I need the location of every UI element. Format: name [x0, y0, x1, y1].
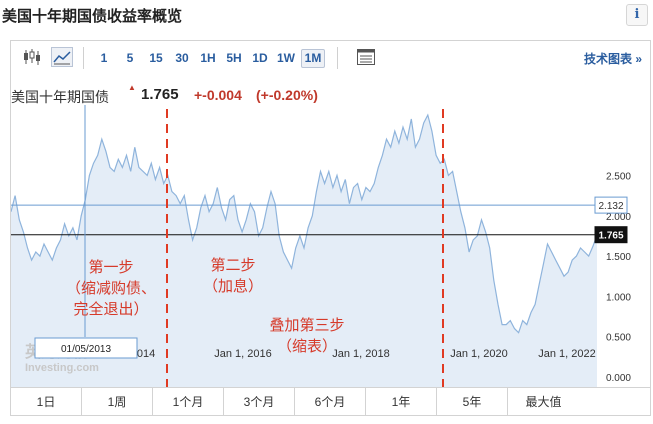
range-5min[interactable]: 5 [126, 51, 134, 65]
yield-line [11, 113, 598, 334]
range-1h[interactable]: 1H [200, 51, 216, 65]
price-change: +-0.004 [194, 87, 242, 103]
crosshair-date-label: 01/05/2013 [34, 337, 138, 359]
y-tick-label: 1.500 [606, 252, 631, 263]
toolbar-separator [83, 47, 84, 69]
price-label-text: 1.765 [598, 231, 623, 242]
settings-panel-icon[interactable] [355, 47, 377, 67]
y-tick-label: 0.000 [606, 373, 631, 384]
toolbar-separator [337, 47, 338, 69]
price-label: 1.765 [594, 226, 628, 244]
crosshair-date-box [34, 337, 138, 359]
last-price: 1.765 [141, 86, 179, 103]
price-up-arrow-icon: ▲ [128, 83, 136, 92]
page-header: 美国十年期国债收益率概览 i [0, 0, 653, 32]
period-max[interactable]: 最大值 [525, 395, 562, 409]
period-1y[interactable]: 1年 [366, 388, 437, 416]
period-3m[interactable]: 3个月 [224, 388, 295, 416]
range-1d[interactable]: 1D [252, 51, 268, 65]
period-5y[interactable]: 5年 [437, 388, 508, 416]
annotation-step-1-line: （缩减购债、 [66, 279, 156, 297]
y-axis: 2.500 2.000 1.500 1.000 0.500 0.000 [606, 171, 631, 384]
range-1w[interactable]: 1W [277, 51, 295, 65]
tech-chart-link[interactable]: 技术图表 » [583, 52, 642, 66]
yield-area-fill [11, 115, 597, 387]
y-tick-label: 2.500 [606, 171, 631, 182]
page-title: 美国十年期国债收益率概览 [2, 8, 183, 25]
period-1w[interactable]: 1周 [82, 388, 153, 416]
step-markers [166, 109, 444, 387]
x-tick-label: Jan 1, 2018 [332, 348, 390, 360]
reference-label: 2.132 [594, 196, 628, 214]
x-tick-label: Jan 1, 2020 [450, 348, 508, 360]
watermark-brand-en: Investing.com [25, 362, 99, 374]
chart-toolbar: 1 5 15 30 1H 5H 1D 1W 1M 技术图表 » [11, 41, 650, 74]
x-tick-label: Jan 1, 2016 [214, 348, 272, 360]
annotation-step-2-line: 第二步 [210, 256, 255, 274]
annotations: 第一步 （缩减购债、完全退出） 第二步 （加息） 叠加第三步 （缩表） [66, 256, 345, 355]
range-5h[interactable]: 5H [226, 51, 242, 65]
chart-widget: 1 5 15 30 1H 5H 1D 1W 1M 技术图表 » 美国十年期国债 … [10, 40, 651, 416]
range-15min[interactable]: 15 [149, 51, 163, 65]
annotation-step-1-line: 第一步 [88, 258, 133, 276]
instrument-name: 美国十年期国债 [11, 89, 109, 105]
x-axis: 2014 Jan 1, 2016 Jan 1, 2018 Jan 1, 2020 Jan… [131, 348, 596, 360]
annotation-step-1-line: 完全退出） [73, 300, 148, 318]
price-label-box [594, 226, 628, 244]
crosshair-date-text: 01/05/2013 [61, 344, 111, 355]
y-tick-label: 1.000 [606, 292, 631, 303]
period-1m[interactable]: 1个月 [153, 388, 224, 416]
range-30min[interactable]: 30 [175, 51, 189, 65]
period-1d[interactable]: 1日 [11, 388, 82, 416]
range-1m[interactable]: 1M [301, 49, 325, 68]
y-tick-label: 2.000 [606, 212, 631, 223]
y-tick-label: 0.500 [606, 333, 631, 344]
range-1min[interactable]: 1 [100, 51, 108, 65]
info-icon[interactable]: i [626, 4, 648, 26]
reference-label-text: 2.132 [598, 201, 623, 212]
area-chart-icon[interactable] [51, 47, 73, 67]
price-change-percent: (+-0.20%) [256, 87, 318, 103]
x-tick-label: Jan 1, 2022 [538, 348, 596, 360]
candlestick-icon[interactable] [21, 47, 43, 67]
period-6m[interactable]: 6个月 [295, 388, 366, 416]
annotation-step-3-line: 叠加第三步 [269, 316, 344, 334]
annotation-step-2-line: （加息） [203, 277, 263, 295]
reference-label-box [594, 196, 628, 214]
annotation-step-3-line: （缩表） [277, 337, 337, 355]
period-selector: 1日 1周 1个月 3个月 6个月 1年 5年 最大值 [11, 387, 650, 416]
